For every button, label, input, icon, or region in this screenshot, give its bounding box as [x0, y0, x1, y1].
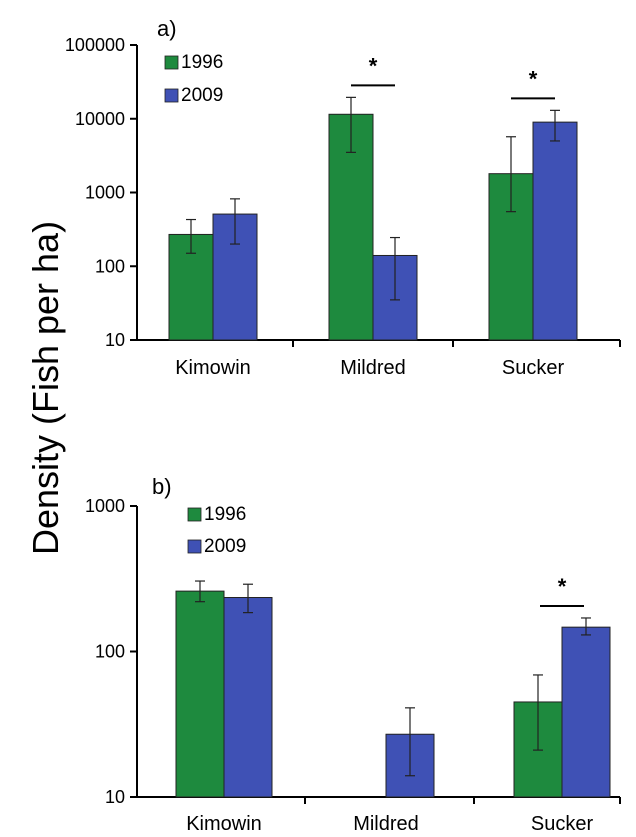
legend-label: 1996	[204, 504, 246, 525]
legend-label: 1996	[181, 52, 223, 73]
significance-star: *	[369, 53, 378, 78]
bar-2009-kimowin	[223, 597, 273, 798]
bar-1996-sucker	[488, 173, 534, 341]
legend-swatch-2009	[187, 539, 202, 554]
x-category-label: Kimowin	[186, 813, 262, 835]
y-tick-label: 10000	[75, 109, 125, 129]
legend-swatch-1996	[187, 507, 202, 522]
bar-2009-sucker	[561, 626, 611, 798]
panel-b: 10 100 1000 Kimowin Mildred Sucker * b) 1996 2009	[85, 474, 621, 835]
bar-2009-sucker	[532, 121, 578, 341]
x-category-label: Sucker	[502, 357, 565, 379]
panel-label: b)	[152, 474, 172, 499]
y-tick-label: 10	[105, 330, 125, 350]
y-tick-label: 1000	[85, 183, 125, 203]
legend-label: 2009	[181, 85, 223, 106]
x-category-label: Mildred	[340, 357, 406, 379]
y-tick-label: 100	[95, 642, 125, 662]
y-tick-label: 100	[95, 256, 125, 276]
legend-swatch-1996	[164, 55, 179, 70]
y-tick-label: 10	[105, 787, 125, 807]
bar-1996-kimowin	[175, 590, 225, 798]
legend-label: 2009	[204, 536, 246, 557]
y-tick-label: 100000	[65, 35, 125, 55]
y-axis-label: Density (Fish per ha)	[25, 221, 66, 555]
x-category-label: Sucker	[531, 813, 594, 835]
panel-a: 10 100 1000 10000 100000 Kimowin Mildred Sucker…	[65, 16, 621, 379]
legend-swatch-2009	[164, 88, 179, 103]
y-tick-label: 1000	[85, 496, 125, 516]
x-category-label: Kimowin	[175, 357, 251, 379]
significance-star: *	[529, 66, 538, 91]
x-category-label: Mildred	[353, 813, 419, 835]
significance-star: *	[558, 574, 567, 599]
panel-label: a)	[157, 16, 177, 41]
